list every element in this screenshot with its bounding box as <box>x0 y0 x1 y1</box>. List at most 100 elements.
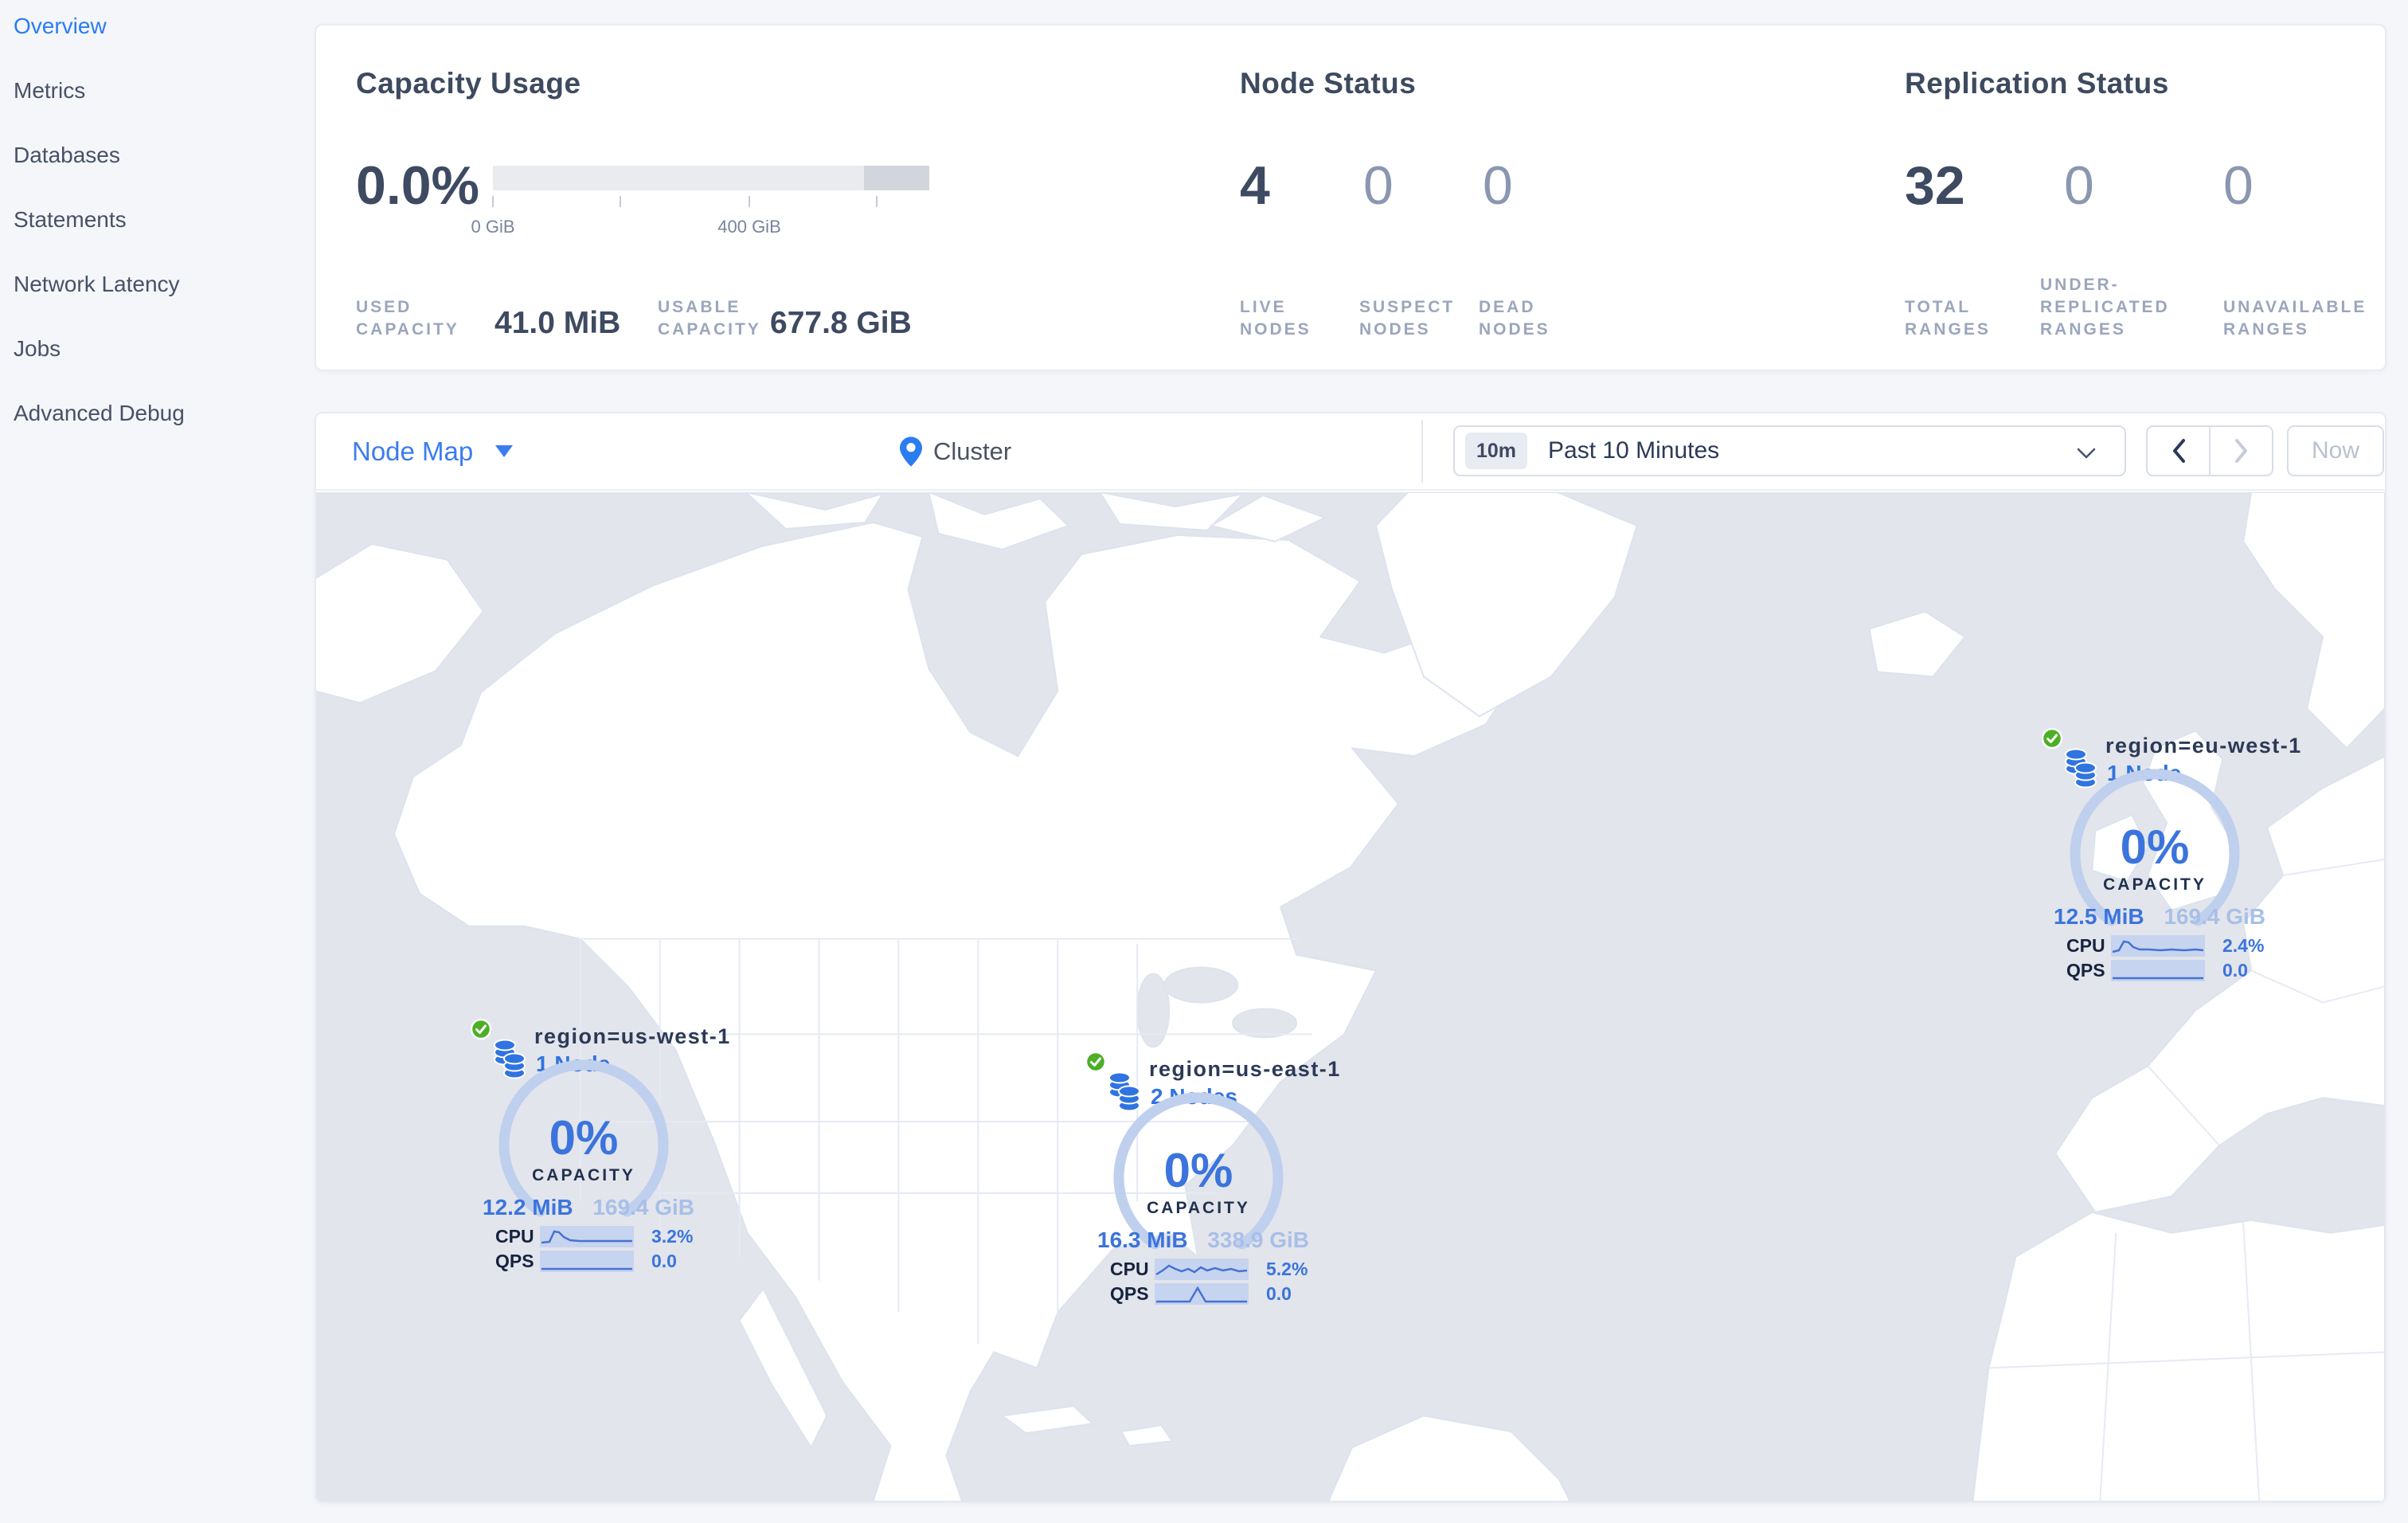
breadcrumb: Cluster <box>900 413 1011 489</box>
cpu-sparkline <box>2111 935 2205 957</box>
qps-label: QPS <box>2066 960 2105 981</box>
region-name: region=us-west-1 <box>534 1024 731 1048</box>
previous-window-button[interactable] <box>2148 427 2211 475</box>
region-capacity-label: CAPACITY <box>2103 875 2207 894</box>
region-total-capacity: 338.9 GiB <box>1207 1227 1309 1252</box>
region-name: region=eu-west-1 <box>2105 734 2302 758</box>
capacity-tick-label: 0 GiB <box>471 217 515 237</box>
live-nodes-label: LIVE NODES <box>1240 298 1312 339</box>
replication-status-title: Replication Status <box>1905 67 2169 100</box>
capacity-bar-tick <box>492 196 494 207</box>
capacity-gauge-arc <box>1113 1092 1284 1250</box>
world-map-svg <box>316 492 2385 1501</box>
sidebar-item-advanced-debug[interactable]: Advanced Debug <box>14 401 185 425</box>
cpu-sparkline <box>540 1226 634 1247</box>
region-marker-us-west-1: region=us-west-1 1 Node 0% CAPACITY 12.2… <box>470 1018 733 1281</box>
region-total-capacity: 169.4 GiB <box>2164 904 2265 929</box>
database-stack-icon <box>494 1039 526 1079</box>
region-used-capacity: 16.3 MiB <box>1097 1227 1188 1252</box>
time-range-badge: 10m <box>1465 433 1528 469</box>
time-range-label: Past 10 Minutes <box>1548 437 1720 464</box>
qps-sparkline <box>2111 960 2205 981</box>
under-replicated-ranges-count: 0 <box>2064 155 2094 216</box>
capacity-bar <box>493 166 929 190</box>
suspect-nodes-count: 0 <box>1363 155 1394 216</box>
view-mode-label: Node Map <box>352 436 474 466</box>
live-nodes-count: 4 <box>1240 155 1270 216</box>
region-used-capacity: 12.2 MiB <box>483 1195 573 1220</box>
time-window-pager <box>2146 425 2273 476</box>
healthy-check-icon <box>1085 1051 1107 1073</box>
cluster-summary-panel: Capacity Usage 0.0% 0 GiB 400 GiB USED C… <box>315 24 2386 371</box>
used-capacity-label: USED CAPACITY <box>356 298 459 339</box>
map-pin-icon <box>900 436 922 467</box>
healthy-check-icon <box>2041 727 2063 750</box>
breadcrumb-cluster-label[interactable]: Cluster <box>933 437 1012 465</box>
capacity-percent: 0.0% <box>356 155 479 216</box>
healthy-check-icon <box>470 1018 492 1040</box>
region-capacity-label: CAPACITY <box>532 1166 635 1184</box>
unavailable-ranges-label: UNAVAILABLE RANGES <box>2223 298 2367 339</box>
qps-label: QPS <box>1110 1283 1149 1304</box>
unavailable-ranges-count: 0 <box>2223 155 2254 216</box>
region-capacity-percent: 0% <box>1163 1144 1233 1197</box>
capacity-bar-reserved-segment <box>863 166 929 190</box>
sidebar: Overview Metrics Databases Statements Ne… <box>0 0 315 1523</box>
qps-value: 0.0 <box>651 1251 677 1271</box>
dropdown-triangle-icon <box>495 445 514 457</box>
region-used-capacity: 12.5 MiB <box>2054 904 2144 929</box>
region-capacity-percent: 0% <box>2120 820 2190 874</box>
sidebar-item-network-latency[interactable]: Network Latency <box>14 272 180 296</box>
capacity-gauge-arc <box>498 1059 669 1217</box>
region-capacity-percent: 0% <box>549 1111 619 1165</box>
sidebar-item-overview[interactable]: Overview <box>14 14 107 38</box>
capacity-bar-tick <box>620 196 621 207</box>
sidebar-item-databases[interactable]: Databases <box>14 143 120 167</box>
view-mode-dropdown[interactable]: Node Map <box>352 413 514 489</box>
cpu-value: 5.2% <box>1266 1259 1308 1279</box>
region-marker-us-east-1: region=us-east-1 2 Nodes 0% CAPACITY 16.… <box>1085 1051 1347 1314</box>
capacity-gauge-arc <box>2070 769 2240 926</box>
qps-sparkline <box>1155 1283 1249 1305</box>
cpu-label: CPU <box>1110 1259 1149 1279</box>
node-map-panel: Node Map Cluster 10m Past 10 Minutes <box>315 412 2386 1503</box>
dead-nodes-label: DEAD NODES <box>1479 298 1550 339</box>
chevron-left-icon <box>2172 439 2185 463</box>
chevron-right-icon <box>2234 439 2247 463</box>
toolbar-divider <box>1421 420 1423 483</box>
node-map-toolbar: Node Map Cluster 10m Past 10 Minutes <box>316 413 2385 491</box>
cpu-value: 3.2% <box>651 1226 694 1247</box>
sidebar-item-jobs[interactable]: Jobs <box>14 336 61 361</box>
usable-capacity-value: 677.8 GiB <box>770 306 912 340</box>
time-range-dropdown[interactable]: 10m Past 10 Minutes <box>1453 425 2126 476</box>
usable-capacity-label: USABLE CAPACITY <box>658 298 761 339</box>
database-stack-icon <box>1108 1071 1140 1112</box>
capacity-tick-label: 400 GiB <box>717 217 781 237</box>
dead-nodes-count: 0 <box>1483 155 1513 216</box>
suspect-nodes-label: SUSPECT NODES <box>1359 298 1456 339</box>
cpu-sparkline <box>1155 1259 1249 1280</box>
cpu-label: CPU <box>2066 935 2105 956</box>
qps-label: QPS <box>495 1251 534 1271</box>
used-capacity-value: 41.0 MiB <box>494 306 621 340</box>
now-button[interactable]: Now <box>2287 425 2384 476</box>
database-stack-icon <box>2065 748 2097 789</box>
capacity-usage-title: Capacity Usage <box>356 67 581 100</box>
world-map[interactable]: region=us-west-1 1 Node 0% CAPACITY 12.2… <box>316 492 2385 1501</box>
region-capacity-label: CAPACITY <box>1147 1199 1250 1217</box>
qps-value: 0.0 <box>1266 1283 1292 1304</box>
under-replicated-ranges-label: UNDER-REPLICATED RANGES <box>2040 276 2170 339</box>
region-marker-eu-west-1: region=eu-west-1 1 Node 0% CAPACITY 12.5… <box>2041 727 2304 990</box>
cpu-value: 2.4% <box>2222 935 2265 956</box>
qps-value: 0.0 <box>2222 960 2248 981</box>
region-name: region=us-east-1 <box>1149 1057 1341 1081</box>
sidebar-item-statements[interactable]: Statements <box>14 207 127 232</box>
cpu-label: CPU <box>495 1226 534 1247</box>
sidebar-item-metrics[interactable]: Metrics <box>14 78 86 103</box>
node-status-title: Node Status <box>1240 67 1417 100</box>
total-ranges-label: TOTAL RANGES <box>1905 298 1991 339</box>
next-window-button[interactable] <box>2211 427 2272 475</box>
region-total-capacity: 169.4 GiB <box>592 1195 694 1220</box>
capacity-bar-tick <box>876 196 878 207</box>
qps-sparkline <box>540 1251 634 1272</box>
